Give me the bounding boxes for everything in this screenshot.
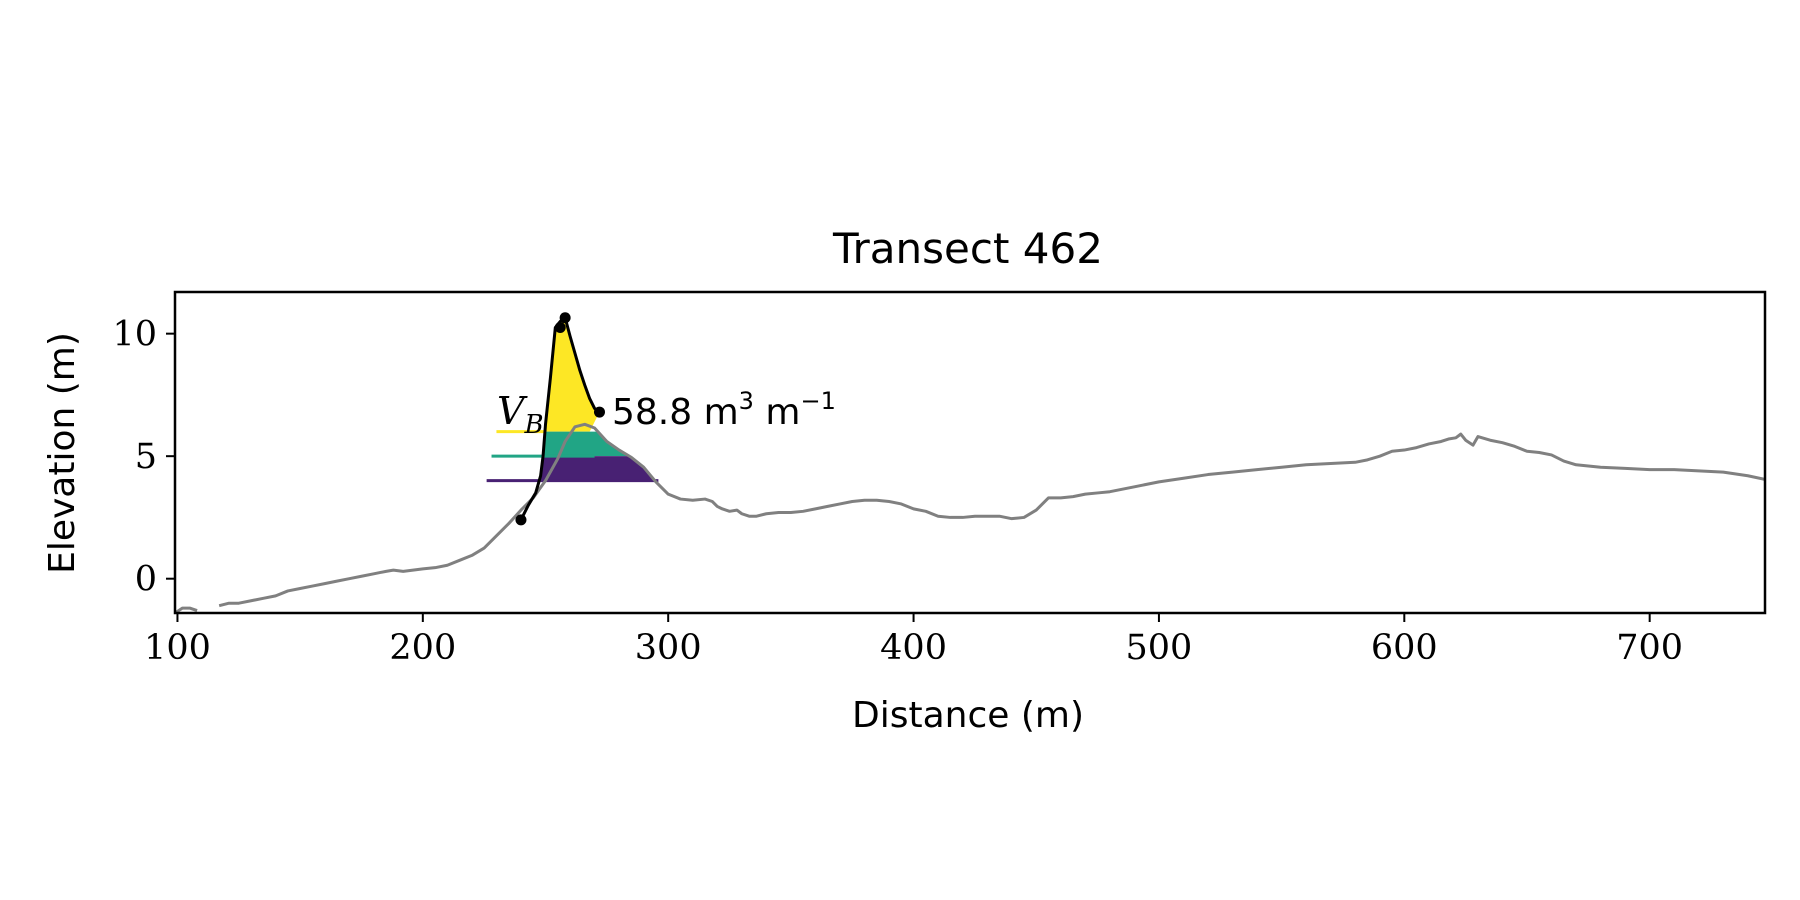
y-axis-label: Elevation (m) bbox=[42, 332, 83, 574]
volume-annotation: 58.8 m3 m−1 bbox=[612, 387, 836, 433]
elevation-profile bbox=[175, 422, 1765, 613]
x-tick-label: 200 bbox=[389, 628, 456, 668]
x-axis: 100 200 300 400 500 600 700 bbox=[144, 613, 1683, 668]
dune-point-3 bbox=[593, 406, 605, 418]
y-tick-label: 10 bbox=[112, 315, 157, 355]
volume-band-fill-1 bbox=[543, 431, 630, 457]
x-tick-label: 500 bbox=[1126, 628, 1193, 668]
dune-point-2 bbox=[559, 312, 571, 324]
volume-bands bbox=[539, 317, 655, 481]
volume-band-fill-2 bbox=[539, 456, 655, 481]
dune-points bbox=[515, 312, 605, 526]
dune-point-1 bbox=[554, 322, 566, 334]
volume-value: 58.8 m bbox=[612, 392, 739, 433]
x-tick-label: 400 bbox=[880, 628, 947, 668]
x-tick-label: 100 bbox=[144, 628, 211, 668]
volume-symbol: VB bbox=[497, 389, 544, 440]
dune-outline bbox=[519, 316, 601, 521]
volume-band-fill-0 bbox=[544, 317, 600, 432]
plot-frame bbox=[173, 290, 1767, 615]
y-axis: 0 5 10 bbox=[112, 315, 175, 600]
volume-symbol-main: V bbox=[497, 389, 528, 433]
volume-symbol-subscript: B bbox=[523, 410, 543, 440]
x-axis-label: Distance (m) bbox=[852, 695, 1084, 736]
volume-unit-sup1: 3 bbox=[739, 387, 754, 415]
x-tick-label: 700 bbox=[1616, 628, 1683, 668]
dune-point-0 bbox=[515, 514, 527, 526]
profile-line bbox=[218, 422, 1765, 608]
volume-unit-sup2: −1 bbox=[800, 387, 835, 415]
y-tick-label: 0 bbox=[135, 560, 157, 600]
profile-line bbox=[175, 606, 198, 613]
chart-title: Transect 462 bbox=[832, 224, 1103, 273]
x-tick-label: 300 bbox=[635, 628, 702, 668]
dune-outline-line bbox=[519, 316, 601, 521]
x-tick-label: 600 bbox=[1371, 628, 1438, 668]
y-tick-label: 5 bbox=[135, 437, 157, 477]
volume-unit-mid: m bbox=[754, 392, 801, 433]
